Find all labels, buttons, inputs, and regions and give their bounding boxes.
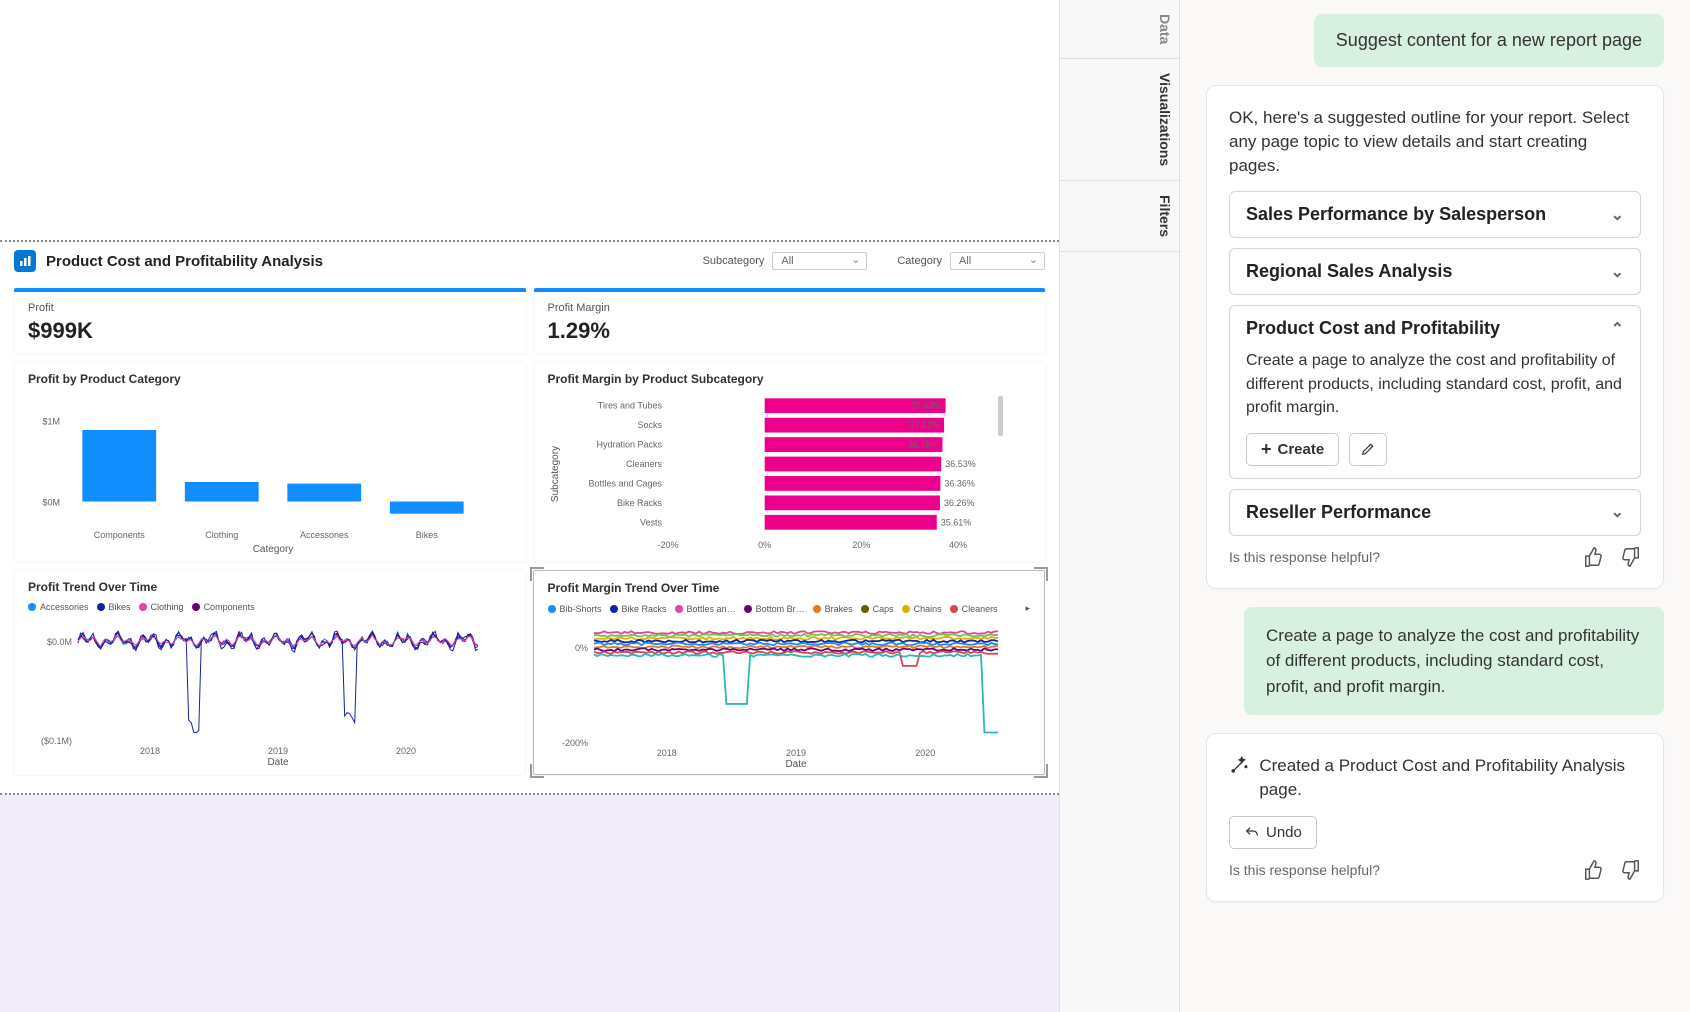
hbar-chart-svg: Tires and Tubes 37.43% Socks 37.12% Hydratio… [548,394,1008,554]
resize-handle-br[interactable] [1034,764,1048,778]
undo-icon [1244,825,1260,841]
hbar-chart-card[interactable]: Profit Margin by Product Subcategory Tir… [534,362,1046,562]
pane-filters[interactable]: Filters [1060,181,1179,252]
svg-text:Cleaners: Cleaners [625,459,662,469]
svg-text:36.36%: 36.36% [944,478,975,488]
svg-text:36.26%: 36.26% [943,498,974,508]
svg-text:36.53%: 36.53% [945,459,976,469]
svg-text:0%: 0% [758,540,771,550]
helpful-label-2: Is this response helpful? [1229,862,1380,878]
svg-text:37.12%: 37.12% [909,420,940,430]
line2-svg: 0% -200% 2018 2019 2020 Date [548,618,1008,768]
svg-text:Bottles and Cages: Bottles and Cages [588,478,662,488]
svg-text:Category: Category [253,544,294,554]
report-chart-icon [14,250,36,272]
svg-text:Clothing: Clothing [205,530,238,540]
svg-text:Subcategory: Subcategory [550,446,561,502]
report-title: Product Cost and Profitability Analysis [46,253,323,270]
line1-legend: AccessoriesBikesClothingComponents [28,602,511,612]
undo-button[interactable]: Undo [1229,816,1317,849]
svg-text:40%: 40% [948,540,966,550]
thumbs-up-icon[interactable] [1583,546,1605,568]
helpful-label: Is this response helpful? [1229,549,1380,565]
create-button[interactable]: +Create [1246,433,1339,466]
kpi-margin-value: 1.29% [548,318,1032,344]
bar-chart-title: Profit by Product Category [28,372,512,386]
svg-text:2019: 2019 [268,746,288,756]
svg-text:$0.0M: $0.0M [47,637,72,647]
line2-legend: Bib-ShortsBike RacksBottles an…Bottom Br… [548,603,1031,614]
bar-chart-svg: $0M $1M Components Clothing Accessories Bikes… [28,394,488,554]
edit-button[interactable] [1349,433,1387,466]
svg-text:36.79%: 36.79% [907,440,938,450]
svg-text:37.43%: 37.43% [911,401,942,411]
topic-0[interactable]: Sales Performance by Salesperson⌄ [1229,191,1641,238]
svg-text:Date: Date [267,757,289,766]
svg-text:20%: 20% [852,540,870,550]
svg-text:Vests: Vests [639,517,662,527]
assistant-text-1: OK, here's a suggested outline for your … [1229,106,1641,177]
resize-handle-bl[interactable] [530,764,544,778]
slicer-category-dropdown[interactable]: All [950,252,1045,270]
svg-text:Components: Components [94,530,146,540]
svg-text:($0.1M): ($0.1M) [41,736,72,746]
svg-text:$0M: $0M [42,498,60,508]
line2-card[interactable]: Profit Margin Trend Over Time Bib-Shorts… [533,570,1046,775]
assistant-response-2: Created a Product Cost and Profitability… [1206,733,1664,902]
assistant-text-2: Created a Product Cost and Profitability… [1259,754,1641,802]
topic-1[interactable]: Regional Sales Analysis⌄ [1229,248,1641,295]
svg-text:2019: 2019 [785,748,805,758]
user-prompt-2: Create a page to analyze the cost and pr… [1244,607,1664,716]
topic-2[interactable]: Product Cost and Profitability⌃ Create a… [1229,305,1641,479]
svg-text:2018: 2018 [140,746,160,756]
sparkle-icon [1229,754,1249,776]
svg-text:2018: 2018 [656,748,676,758]
svg-text:-200%: -200% [561,738,587,748]
pane-visualizations[interactable]: Visualizations [1060,59,1179,181]
copilot-panel: Suggest content for a new report page OK… [1180,0,1690,1012]
svg-text:0%: 0% [574,643,587,653]
thumbs-up-icon-2[interactable] [1583,859,1605,881]
resize-handle-tr[interactable] [1034,567,1048,581]
svg-text:$1M: $1M [42,416,60,426]
svg-text:Socks: Socks [637,420,662,430]
assistant-response-1: OK, here's a suggested outline for your … [1206,85,1664,589]
line2-title: Profit Margin Trend Over Time [548,581,1031,595]
report-canvas: Product Cost and Profitability Analysis … [0,0,1060,1012]
line1-svg: $0.0M ($0.1M) 2018 2019 2020 Date [28,616,488,766]
kpi-profit-card[interactable]: Profit $999K [14,288,526,354]
svg-text:-20%: -20% [657,540,678,550]
topic-3[interactable]: Reseller Performance⌄ [1229,489,1641,536]
svg-text:Date: Date [785,759,807,768]
kpi-margin-card[interactable]: Profit Margin 1.29% [534,288,1046,354]
svg-text:2020: 2020 [915,748,935,758]
report-header: Product Cost and Profitability Analysis … [0,242,1059,280]
slicer-subcategory-dropdown[interactable]: All [772,252,867,270]
kpi-profit-value: $999K [28,318,512,344]
svg-text:35.61%: 35.61% [940,517,971,527]
svg-text:Hydration Packs: Hydration Packs [596,440,662,450]
side-panes: Data Visualizations Filters [1060,0,1180,1012]
user-prompt-1: Suggest content for a new report page [1314,14,1664,67]
legend-more-icon[interactable]: ▸ [1025,603,1030,614]
svg-text:Tires and Tubes: Tires and Tubes [597,401,662,411]
resize-handle-tl[interactable] [530,567,544,581]
line1-card[interactable]: Profit Trend Over Time AccessoriesBikesC… [14,570,525,775]
kpi-margin-label: Profit Margin [548,302,1032,314]
pane-data[interactable]: Data [1060,0,1179,59]
hbar-chart-title: Profit Margin by Product Subcategory [548,372,1032,386]
line1-title: Profit Trend Over Time [28,580,511,594]
svg-text:Bikes: Bikes [416,530,439,540]
svg-text:Accessories: Accessories [300,530,349,540]
slicer-category: Category All [897,252,1045,270]
thumbs-down-icon[interactable] [1619,546,1641,568]
svg-text:2020: 2020 [396,746,416,756]
bar-chart-card[interactable]: Profit by Product Category $0M $1M Compone… [14,362,526,562]
slicer-subcategory: Subcategory All [703,252,868,270]
thumbs-down-icon-2[interactable] [1619,859,1641,881]
kpi-profit-label: Profit [28,302,512,314]
svg-text:Bike Racks: Bike Racks [616,498,662,508]
